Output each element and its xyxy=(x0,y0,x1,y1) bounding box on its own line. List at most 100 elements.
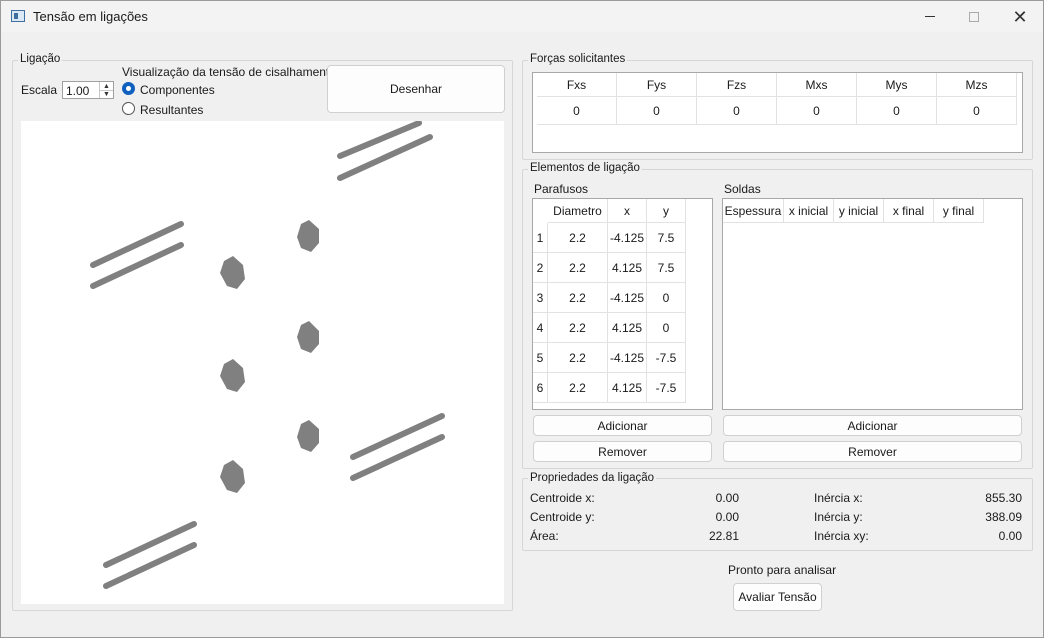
soldas-header-x-final[interactable]: x final xyxy=(884,199,934,223)
weld-line xyxy=(103,542,197,589)
inercia-xy-value: 0.00 xyxy=(998,529,1022,543)
parafusos-header-y[interactable]: y xyxy=(647,199,686,223)
parafusos-cell-y[interactable]: -7.5 xyxy=(647,373,686,403)
parafusos-cell-diametro[interactable]: 2.2 xyxy=(548,223,608,253)
forcas-header-fys[interactable]: Fys xyxy=(617,73,697,97)
parafusos-label: Parafusos xyxy=(534,182,589,196)
soldas-label: Soldas xyxy=(724,182,761,196)
forcas-header-fxs[interactable]: Fxs xyxy=(537,73,617,97)
parafusos-row-number[interactable]: 3 xyxy=(533,283,548,313)
maximize-button[interactable] xyxy=(951,1,997,32)
forcas-cell-mys[interactable]: 0 xyxy=(857,97,937,125)
inercia-xy-label: Inércia xy: xyxy=(814,529,869,543)
parafusos-cell-x[interactable]: -4.125 xyxy=(608,343,647,373)
parafusos-cell-diametro[interactable]: 2.2 xyxy=(548,343,608,373)
parafusos-cell-x[interactable]: -4.125 xyxy=(608,223,647,253)
parafusos-remove-button[interactable]: Remover xyxy=(533,441,712,462)
bolt-shape xyxy=(297,420,319,452)
parafusos-cell-diametro[interactable]: 2.2 xyxy=(548,313,608,343)
elementos-group xyxy=(522,169,1033,469)
parafusos-row-number[interactable]: 6 xyxy=(533,373,548,403)
forcas-cell-mzs[interactable]: 0 xyxy=(937,97,1017,125)
bolt-shape xyxy=(220,256,245,289)
soldas-remove-button[interactable]: Remover xyxy=(723,441,1022,462)
parafusos-cell-y[interactable]: 0 xyxy=(647,313,686,343)
parafusos-cell-y[interactable]: -7.5 xyxy=(647,343,686,373)
centroide-x-label: Centroide x: xyxy=(530,491,595,505)
weld-line xyxy=(350,413,445,460)
escala-spinbox[interactable]: 1.00 ▲ ▼ xyxy=(62,81,114,99)
weld-line xyxy=(337,134,433,181)
resultantes-radio-label[interactable]: Resultantes xyxy=(140,103,204,117)
drawing-canvas[interactable] xyxy=(21,120,504,604)
parafusos-add-button[interactable]: Adicionar xyxy=(533,415,712,436)
forcas-header-fzs[interactable]: Fzs xyxy=(697,73,777,97)
parafusos-cell-x[interactable]: 4.125 xyxy=(608,313,647,343)
ligacao-group xyxy=(12,60,513,611)
parafusos-row-number[interactable]: 2 xyxy=(533,253,548,283)
forcas-header-mxs[interactable]: Mxs xyxy=(777,73,857,97)
soldas-add-button[interactable]: Adicionar xyxy=(723,415,1022,436)
minimize-button[interactable] xyxy=(907,1,953,32)
parafusos-cell-y[interactable]: 0 xyxy=(647,283,686,313)
app-window-icon xyxy=(11,10,25,22)
visualizacao-label: Visualização da tensão de cisalhamento: xyxy=(122,65,340,79)
soldas-header-x-inicial[interactable]: x inicial xyxy=(784,199,834,223)
bolt-shape xyxy=(297,321,319,353)
forcas-cell-fxs[interactable]: 0 xyxy=(537,97,617,125)
escala-value: 1.00 xyxy=(66,84,90,98)
soldas-header-y-final[interactable]: y final xyxy=(934,199,984,223)
status-text: Pronto para analisar xyxy=(728,563,837,577)
parafusos-row-number[interactable]: 5 xyxy=(533,343,548,373)
inercia-y-value: 388.09 xyxy=(985,510,1022,524)
parafusos-cell-x[interactable]: -4.125 xyxy=(608,283,647,313)
parafusos-row-number[interactable]: 1 xyxy=(533,223,548,253)
title-bar[interactable]: Tensão em ligações ✕ xyxy=(1,1,1043,32)
soldas-header-espessura[interactable]: Espessura xyxy=(723,199,784,223)
componentes-radio-label[interactable]: Componentes xyxy=(140,83,215,97)
forcas-cell-mxs[interactable]: 0 xyxy=(777,97,857,125)
weld-line xyxy=(90,221,184,268)
parafusos-header-diametro[interactable]: Diametro xyxy=(548,199,608,223)
desenhar-button[interactable]: Desenhar xyxy=(327,65,505,113)
maximize-icon xyxy=(969,11,979,22)
avaliar-tensao-button[interactable]: Avaliar Tensão xyxy=(733,583,822,611)
parafusos-cell-diametro[interactable]: 2.2 xyxy=(548,253,608,283)
propriedades-group-title: Propriedades da ligação xyxy=(528,472,657,484)
parafusos-cell-diametro[interactable]: 2.2 xyxy=(548,373,608,403)
spin-up-icon[interactable]: ▲ xyxy=(99,82,113,90)
parafusos-cell-y[interactable]: 7.5 xyxy=(647,253,686,283)
inercia-x-label: Inércia x: xyxy=(814,491,863,505)
parafusos-cell-y[interactable]: 7.5 xyxy=(647,223,686,253)
spin-down-icon[interactable]: ▼ xyxy=(99,90,113,98)
soldas-header-y-inicial[interactable]: y inicial xyxy=(834,199,884,223)
forcas-cell-fys[interactable]: 0 xyxy=(617,97,697,125)
elementos-group-title: Elementos de ligação xyxy=(528,162,642,174)
forcas-group xyxy=(522,60,1033,160)
centroide-y-value: 0.00 xyxy=(715,510,739,524)
parafusos-cell-diametro[interactable]: 2.2 xyxy=(548,283,608,313)
forcas-header-mzs[interactable]: Mzs xyxy=(937,73,1017,97)
forcas-cell-fzs[interactable]: 0 xyxy=(697,97,777,125)
resultantes-radio[interactable] xyxy=(122,102,135,115)
forcas-header-mys[interactable]: Mys xyxy=(857,73,937,97)
bolt-shape xyxy=(297,220,319,252)
connection-drawing xyxy=(90,120,445,589)
componentes-radio[interactable] xyxy=(122,82,135,95)
parafusos-table[interactable]: Diametro x y 1 2.2 -4.125 7.5 2 2.2 4.12… xyxy=(532,198,713,410)
propriedades-group xyxy=(522,478,1033,551)
parafusos-cell-x[interactable]: 4.125 xyxy=(608,253,647,283)
minimize-icon xyxy=(925,16,935,17)
escala-label: Escala xyxy=(21,83,58,97)
bolt-shape xyxy=(220,460,245,493)
soldas-table[interactable]: Espessura x inicial y inicial x final y … xyxy=(722,198,1023,410)
forcas-table[interactable]: Fxs Fys Fzs Mxs Mys Mzs 0 0 0 0 0 0 xyxy=(532,72,1023,153)
window-title: Tensão em ligações xyxy=(33,9,148,24)
parafusos-header-x[interactable]: x xyxy=(608,199,647,223)
parafusos-row-number[interactable]: 4 xyxy=(533,313,548,343)
close-icon: ✕ xyxy=(1012,6,1028,27)
parafusos-cell-x[interactable]: 4.125 xyxy=(608,373,647,403)
centroide-y-label: Centroide y: xyxy=(530,510,595,524)
weld-line xyxy=(90,242,184,289)
close-button[interactable]: ✕ xyxy=(997,1,1043,32)
